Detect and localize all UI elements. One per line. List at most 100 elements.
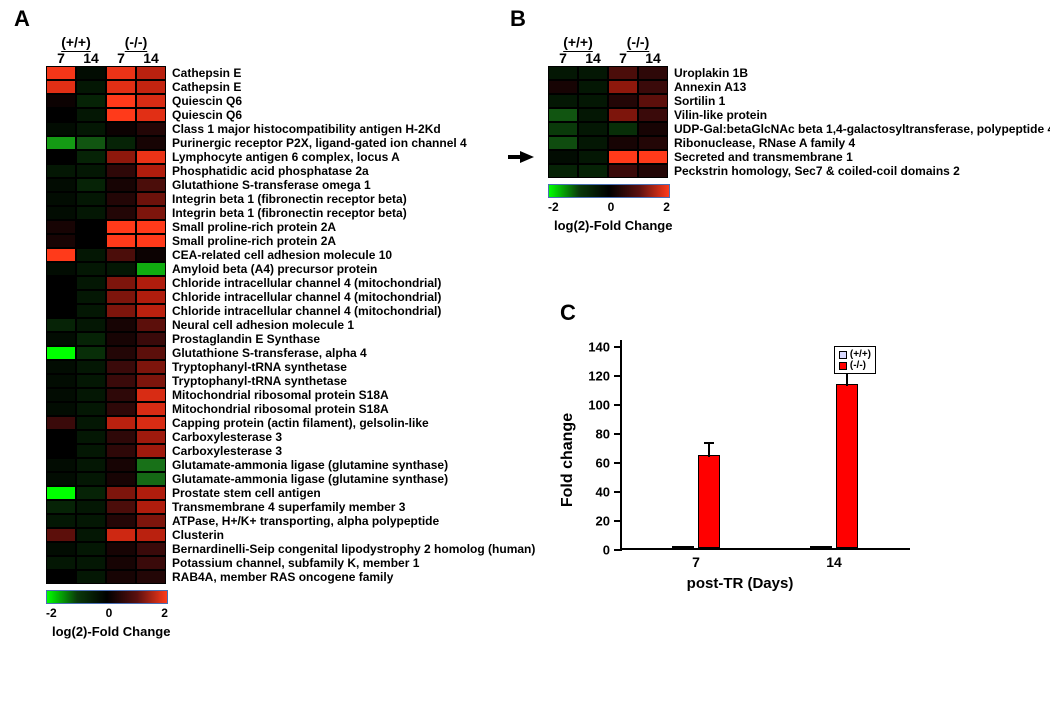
heatmap-cell — [46, 150, 76, 164]
heatmap-cell — [136, 248, 166, 262]
heatmap-cell — [76, 276, 106, 290]
heatmap-cell — [76, 388, 106, 402]
heatmap-cell — [106, 374, 136, 388]
panel-label-b: B — [510, 6, 526, 32]
heatmap-cell — [76, 570, 106, 584]
colorscale-title: log(2)-Fold Change — [548, 218, 1050, 233]
heatmap-cell — [76, 542, 106, 556]
heatmap-cell — [76, 430, 106, 444]
heatmap-cell — [76, 346, 106, 360]
y-tick-label: 120 — [570, 369, 610, 384]
heatmap-cell — [46, 528, 76, 542]
bar — [836, 384, 858, 548]
heatmap-row-label: Sortilin 1 — [668, 94, 1050, 108]
heatmap-row-label: Capping protein (actin filament), gelsol… — [166, 416, 535, 430]
heatmap-cell — [136, 206, 166, 220]
colorscale-tick: 0 — [608, 200, 615, 214]
y-tick — [614, 462, 622, 464]
heatmap-row-label: Carboxylesterase 3 — [166, 430, 535, 444]
heatmap-cell — [46, 500, 76, 514]
heatmap-cell — [76, 556, 106, 570]
heatmap-cell — [46, 66, 76, 80]
panel-label-c: C — [560, 300, 576, 326]
heatmap-cell — [106, 514, 136, 528]
heatmap-cell — [46, 570, 76, 584]
heatmap-cell — [106, 444, 136, 458]
heatmap-cell — [76, 80, 106, 94]
heatmap-cell — [136, 458, 166, 472]
heatmap-cell — [106, 80, 136, 94]
colorscale-tick: 0 — [106, 606, 113, 620]
heatmap-cell — [106, 556, 136, 570]
heatmap-cell — [46, 178, 76, 192]
y-tick — [614, 375, 622, 377]
heatmap-cell — [76, 528, 106, 542]
y-tick — [614, 404, 622, 406]
heatmap-cell — [608, 136, 638, 150]
heatmap-cell — [76, 318, 106, 332]
heatmap-cell — [46, 472, 76, 486]
legend-swatch — [839, 362, 847, 370]
y-tick — [614, 491, 622, 493]
heatmap-cell — [76, 66, 106, 80]
heatmap-row-label: Small proline-rich protein 2A — [166, 220, 535, 234]
heatmap-cell — [46, 290, 76, 304]
heatmap-cell — [46, 164, 76, 178]
heatmap-header: (+/+)(-/-)714714 — [46, 34, 535, 66]
heatmap-row-label: Glutamate-ammonia ligase (glutamine synt… — [166, 458, 535, 472]
heatmap-cell — [106, 234, 136, 248]
heatmap-day-label: 14 — [76, 50, 106, 66]
heatmap-cell — [136, 318, 166, 332]
arrow-icon — [520, 151, 534, 163]
heatmap-row-label: Glutathione S-transferase, alpha 4 — [166, 346, 535, 360]
heatmap-cell — [136, 528, 166, 542]
heatmap-cell — [578, 80, 608, 94]
heatmap-cell — [76, 402, 106, 416]
heatmap-cell — [106, 318, 136, 332]
panel-b: (+/+)(-/-)714714Uroplakin 1BAnnexin A13S… — [548, 34, 1050, 233]
heatmap-cell — [46, 234, 76, 248]
heatmap-cell — [136, 346, 166, 360]
heatmap-cell — [106, 206, 136, 220]
heatmap-row-label: Annexin A13 — [668, 80, 1050, 94]
heatmap-cell — [46, 122, 76, 136]
y-tick — [614, 549, 622, 551]
heatmap-cell — [638, 80, 668, 94]
heatmap-row-label: Purinergic receptor P2X, ligand-gated io… — [166, 136, 535, 150]
heatmap-cell — [46, 94, 76, 108]
heatmap-row-label: Prostate stem cell antigen — [166, 486, 535, 500]
heatmap-cell — [46, 556, 76, 570]
heatmap-cell — [136, 472, 166, 486]
heatmap-day-label: 7 — [608, 50, 638, 66]
heatmap-group-label: (+/+) — [46, 34, 106, 50]
heatmap-row-label: RAB4A, member RAS oncogene family — [166, 570, 535, 584]
heatmap-row-label: Glutathione S-transferase omega 1 — [166, 178, 535, 192]
heatmap-cell — [106, 346, 136, 360]
heatmap-cell — [106, 290, 136, 304]
heatmap-day-label: 14 — [136, 50, 166, 66]
heatmap-cell — [76, 248, 106, 262]
panel-a: (+/+)(-/-)714714Cathepsin ECathepsin EQu… — [46, 34, 535, 639]
heatmap-group-label: (+/+) — [548, 34, 608, 50]
heatmap-cell — [608, 150, 638, 164]
heatmap-cell — [548, 122, 578, 136]
heatmap-cell — [608, 122, 638, 136]
heatmap-cell — [548, 164, 578, 178]
heatmap-cell — [76, 332, 106, 346]
heatmap-cell — [548, 66, 578, 80]
heatmap-cell — [76, 290, 106, 304]
heatmap-cell — [136, 444, 166, 458]
heatmap-cell — [578, 122, 608, 136]
heatmap-grid — [46, 66, 166, 584]
heatmap-row-label: Integrin beta 1 (fibronectin receptor be… — [166, 206, 535, 220]
heatmap-cell — [76, 136, 106, 150]
heatmap-cell — [608, 108, 638, 122]
heatmap-cell — [136, 136, 166, 150]
heatmap-cell — [638, 66, 668, 80]
panel-c: 714(+/+)(-/-)Fold changepost-TR (Days)02… — [560, 330, 920, 590]
heatmap-row-label: Small proline-rich protein 2A — [166, 234, 535, 248]
heatmap-cell — [136, 514, 166, 528]
heatmap-body: Cathepsin ECathepsin EQuiescin Q6Quiesci… — [46, 66, 535, 584]
heatmap-cell — [76, 514, 106, 528]
heatmap-cell — [76, 500, 106, 514]
